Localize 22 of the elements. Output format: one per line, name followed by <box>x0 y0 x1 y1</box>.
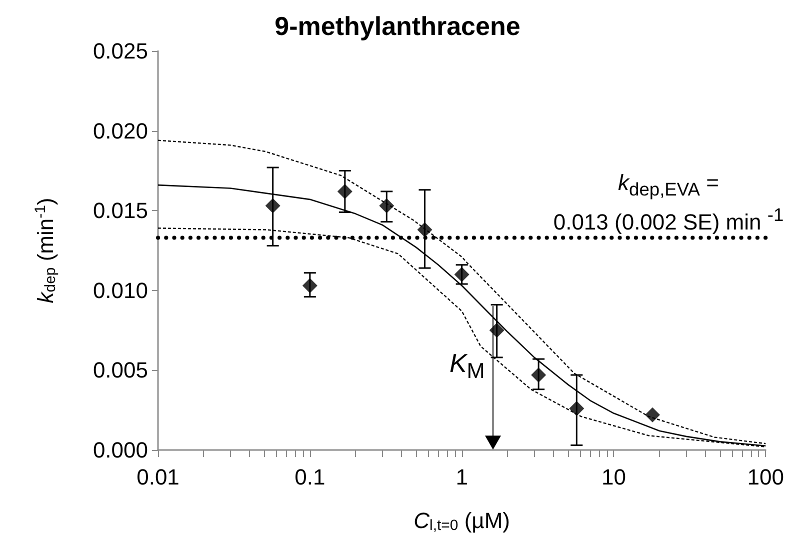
point <box>265 198 280 214</box>
y-tick-label: 0.025 <box>92 38 148 64</box>
point <box>379 198 394 214</box>
x-tick-label: 0.1 <box>294 464 326 490</box>
ref-line-label: k$_{dep,EVA}$ = 0.013 (0.002 SE) min $^{-1}$ <box>553 170 784 236</box>
annotation: K$_{M}$ <box>449 348 485 384</box>
point <box>302 278 318 294</box>
y-tick-label: 0.005 <box>92 358 148 383</box>
point <box>454 266 470 282</box>
x-tick-label: 100 <box>747 464 784 490</box>
y-tick-label: 0.000 <box>92 438 148 462</box>
chart-title: 9-methylanthracene <box>274 11 520 41</box>
y-tick-label: 0.020 <box>92 118 148 144</box>
point <box>569 401 584 416</box>
y-axis-title: kdep (min-1) <box>32 198 59 304</box>
x-tick-label: 10 <box>601 464 626 490</box>
point <box>531 367 546 382</box>
y-tick-label: 0.015 <box>92 198 148 224</box>
x-tick-label: 0.01 <box>136 464 180 490</box>
y-tick-label: 0.010 <box>92 278 148 303</box>
x-tick-label: 1 <box>456 464 468 490</box>
point <box>417 222 432 238</box>
